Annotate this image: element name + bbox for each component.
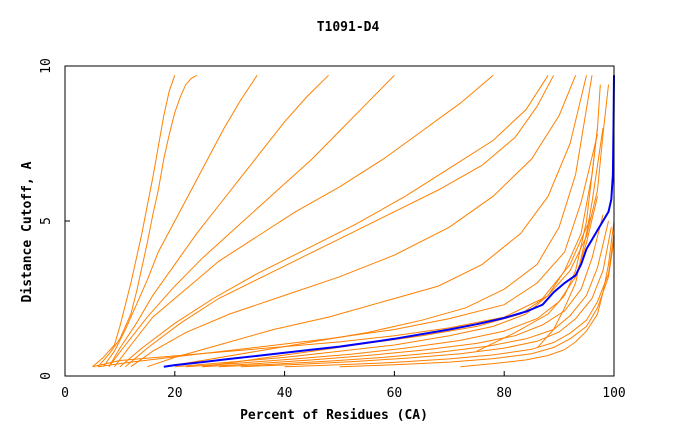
model-line-11 <box>174 127 598 368</box>
y-tick-label-0: 0 <box>39 372 54 380</box>
y-axis-label: Distance Cutoff, A <box>20 161 35 302</box>
model-line-10 <box>163 75 593 368</box>
x-tick-label-20: 20 <box>167 386 183 401</box>
model-line-23 <box>476 84 601 352</box>
model-line-15 <box>240 227 612 368</box>
chart-title: T1091-D4 <box>317 20 380 35</box>
x-axis-ticks: 0 20 40 60 80 100 <box>61 371 626 401</box>
model-line-2 <box>97 74 198 368</box>
x-tick-label-60: 60 <box>387 386 403 401</box>
y-axis-ticks: 0 5 10 <box>39 58 70 380</box>
y-tick-label-5: 5 <box>39 217 54 225</box>
model-line-13 <box>202 214 604 368</box>
y-tick-label-10: 10 <box>39 58 54 74</box>
x-tick-label-80: 80 <box>496 386 512 401</box>
model-line-7 <box>119 75 549 368</box>
model-line-24 <box>536 127 604 349</box>
model-line-4 <box>108 74 329 367</box>
model-line-20 <box>97 134 598 368</box>
model-line-9 <box>147 75 587 368</box>
model-line-8 <box>130 75 577 368</box>
highlight-model-line <box>163 75 615 368</box>
x-tick-label-100: 100 <box>602 386 625 401</box>
model-line-21 <box>125 75 555 368</box>
model-line-5 <box>108 74 395 368</box>
highlight-line <box>163 75 615 368</box>
model-line-17 <box>339 239 615 368</box>
x-axis-label: Percent of Residues (CA) <box>240 408 428 423</box>
model-line-16 <box>284 233 615 368</box>
background-model-lines <box>92 74 615 368</box>
x-tick-label-0: 0 <box>61 386 69 401</box>
model-line-1 <box>92 75 176 368</box>
model-line-14 <box>218 220 609 368</box>
model-line-18 <box>460 220 615 368</box>
model-line-19 <box>92 214 593 368</box>
model-line-6 <box>114 74 494 368</box>
model-line-3 <box>102 75 258 367</box>
x-tick-label-40: 40 <box>277 386 293 401</box>
